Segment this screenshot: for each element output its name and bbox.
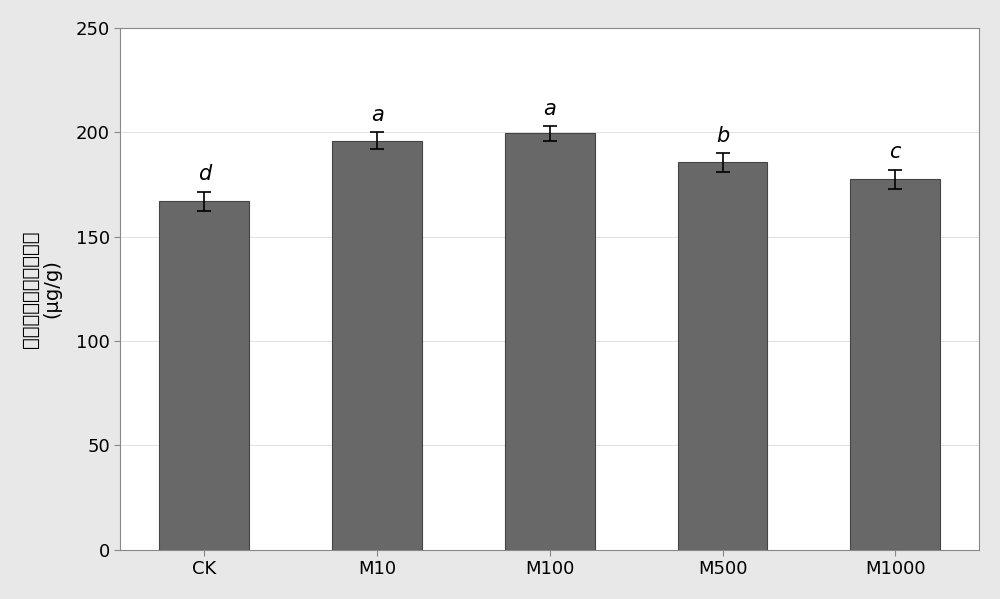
Text: a: a bbox=[543, 99, 556, 119]
Bar bbox=[159, 201, 249, 550]
Bar bbox=[505, 133, 595, 550]
Y-axis label: 紫甘蓝幼苗花青素含量
(μg/g): 紫甘蓝幼苗花青素含量 (μg/g) bbox=[21, 230, 62, 347]
Text: c: c bbox=[889, 143, 901, 162]
Text: d: d bbox=[198, 164, 211, 184]
Bar bbox=[332, 141, 422, 550]
Bar bbox=[678, 162, 767, 550]
Bar bbox=[850, 179, 940, 550]
Text: a: a bbox=[371, 105, 383, 125]
Text: b: b bbox=[716, 126, 729, 146]
